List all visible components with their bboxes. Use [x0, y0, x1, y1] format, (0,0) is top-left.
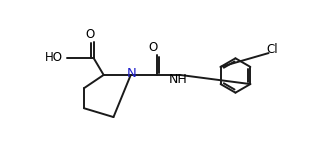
- Text: Cl: Cl: [267, 43, 278, 56]
- Text: HO: HO: [45, 51, 63, 64]
- Text: NH: NH: [169, 73, 188, 86]
- Text: O: O: [85, 28, 95, 41]
- Text: O: O: [148, 41, 157, 54]
- Text: N: N: [127, 67, 136, 80]
